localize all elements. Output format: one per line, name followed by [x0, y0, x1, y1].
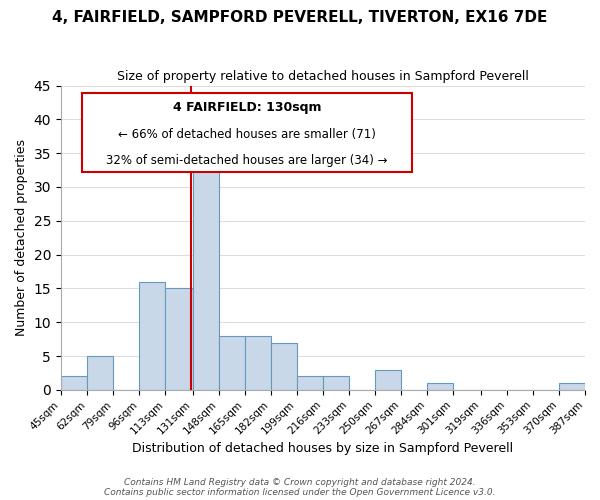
- Bar: [271, 342, 297, 390]
- Bar: [193, 140, 219, 390]
- Bar: [139, 282, 165, 390]
- Bar: [559, 383, 585, 390]
- Text: 32% of semi-detached houses are larger (34) →: 32% of semi-detached houses are larger (…: [106, 154, 388, 167]
- X-axis label: Distribution of detached houses by size in Sampford Peverell: Distribution of detached houses by size …: [133, 442, 514, 455]
- Bar: [165, 288, 193, 390]
- Text: Contains HM Land Registry data © Crown copyright and database right 2024.
Contai: Contains HM Land Registry data © Crown c…: [104, 478, 496, 497]
- Bar: [219, 336, 245, 390]
- Text: 4 FAIRFIELD: 130sqm: 4 FAIRFIELD: 130sqm: [173, 101, 321, 114]
- Bar: [245, 336, 271, 390]
- Bar: [297, 376, 323, 390]
- Text: 4, FAIRFIELD, SAMPFORD PEVERELL, TIVERTON, EX16 7DE: 4, FAIRFIELD, SAMPFORD PEVERELL, TIVERTO…: [52, 10, 548, 25]
- Bar: [375, 370, 401, 390]
- FancyBboxPatch shape: [82, 93, 412, 172]
- Bar: [87, 356, 113, 390]
- Bar: [323, 376, 349, 390]
- Text: ← 66% of detached houses are smaller (71): ← 66% of detached houses are smaller (71…: [118, 128, 376, 141]
- Title: Size of property relative to detached houses in Sampford Peverell: Size of property relative to detached ho…: [117, 70, 529, 83]
- Bar: [427, 383, 453, 390]
- Y-axis label: Number of detached properties: Number of detached properties: [15, 139, 28, 336]
- Bar: [61, 376, 87, 390]
